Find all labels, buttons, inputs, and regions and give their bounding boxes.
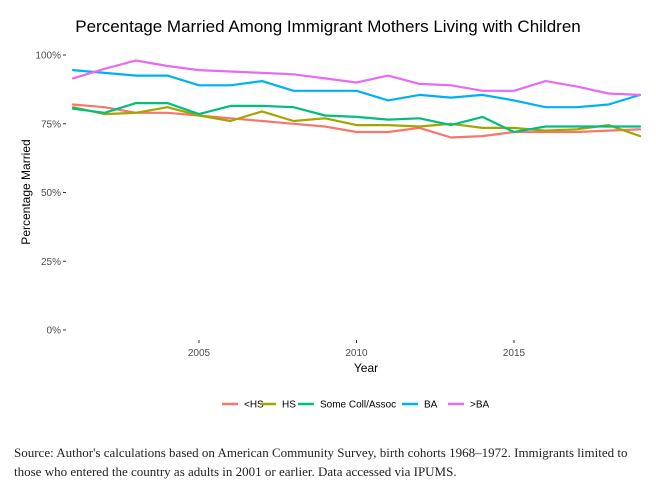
legend-label: BA: [424, 400, 438, 411]
x-tick-label: 2010: [345, 348, 368, 359]
y-tick-label: 25%: [41, 257, 61, 268]
series-line-4: [71, 59, 642, 97]
series-line-1: [71, 106, 642, 138]
legend-item-4: >BA: [448, 400, 490, 411]
legend-item-2: Some Coll/Assoc: [298, 400, 396, 411]
chart-title: Percentage Married Among Immigrant Mothe…: [75, 17, 581, 36]
y-axis: 0% 25% 50% 75% 100%: [35, 51, 66, 337]
legend-label: >BA: [470, 400, 490, 411]
y-axis-title: Percentage Married: [19, 139, 33, 244]
series-lines: [71, 59, 642, 139]
line-chart: Percentage Married Among Immigrant Mothe…: [19, 17, 642, 411]
series-line-2: [71, 101, 642, 134]
y-tick-label: 75%: [41, 119, 61, 130]
series-line-0: [71, 103, 642, 139]
source-caption: Source: Author's calculations based on A…: [14, 445, 628, 479]
x-tick-label: 2005: [188, 348, 211, 359]
legend-label: <HS: [244, 400, 264, 411]
x-axis-title: Year: [354, 361, 378, 375]
series-line-3: [71, 68, 642, 109]
legend-label: HS: [282, 400, 296, 411]
y-tick-label: 50%: [41, 188, 61, 199]
legend-item-3: BA: [402, 400, 438, 411]
legend-item-0: <HS: [222, 400, 264, 411]
y-tick-label: 0%: [47, 326, 62, 337]
legend-label: Some Coll/Assoc: [320, 400, 396, 411]
x-tick-label: 2015: [503, 348, 526, 359]
legend: <HS HS Some Coll/Assoc BA >BA: [222, 400, 490, 411]
y-tick-label: 100%: [35, 51, 61, 62]
legend-item-1: HS: [260, 400, 296, 411]
x-axis: 2005 2010 2015: [188, 340, 526, 359]
